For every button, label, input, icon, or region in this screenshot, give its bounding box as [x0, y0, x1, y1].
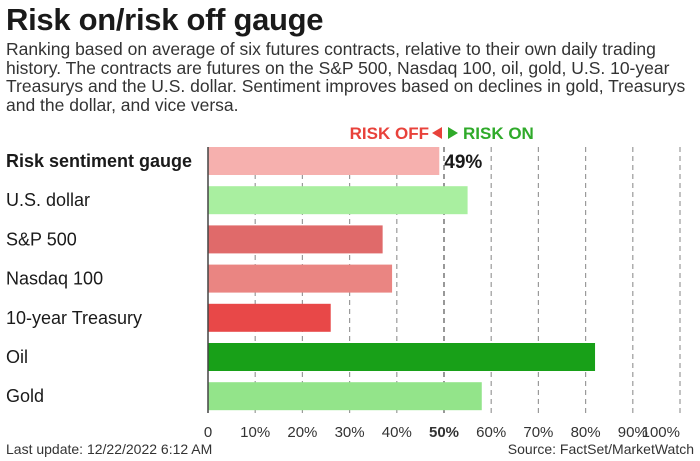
category-label: Nasdaq 100	[6, 269, 103, 289]
bar-nasdaq-100	[208, 264, 393, 293]
category-label: Risk sentiment gauge	[6, 151, 192, 171]
x-tick-label: 60%	[476, 424, 506, 441]
bar-risk-sentiment-gauge	[208, 147, 440, 175]
x-tick-label: 0	[204, 424, 212, 441]
chart-subtitle: Ranking based on average of six futures …	[6, 39, 686, 115]
x-tick-label: 90%	[618, 424, 648, 441]
last-update-text: Last update: 12/22/2022 6:12 AM	[6, 441, 213, 457]
bar-gold	[208, 382, 482, 411]
category-label: U.S. dollar	[6, 190, 90, 210]
category-label: 10-year Treasury	[6, 308, 142, 328]
x-tick-label: 30%	[335, 424, 365, 441]
x-tick-label: 80%	[571, 424, 601, 441]
x-tick-label: 70%	[523, 424, 553, 441]
bar-u-s-dollar	[208, 186, 468, 215]
data-label: 49%	[444, 152, 482, 173]
source-text: Source: FactSet/MarketWatch	[507, 441, 694, 457]
bar-s-p-500	[208, 225, 383, 254]
x-tick-label: 50%	[429, 424, 459, 441]
x-tick-label: 100%	[642, 424, 680, 441]
x-tick-label: 10%	[240, 424, 270, 441]
category-label: Oil	[6, 347, 28, 367]
bar-10-year-treasury	[208, 303, 331, 332]
x-tick-label: 40%	[382, 424, 412, 441]
category-label: S&P 500	[6, 229, 77, 249]
legend-risk-off: RISK OFF	[350, 124, 429, 143]
chart-title: Risk on/risk off gauge	[6, 2, 324, 37]
category-label: Gold	[6, 386, 44, 406]
legend-risk-on: RISK ON	[463, 124, 534, 143]
x-tick-label: 20%	[287, 424, 317, 441]
left-arrow-icon	[432, 127, 442, 139]
right-arrow-icon	[448, 127, 458, 139]
bar-oil	[208, 343, 596, 371]
